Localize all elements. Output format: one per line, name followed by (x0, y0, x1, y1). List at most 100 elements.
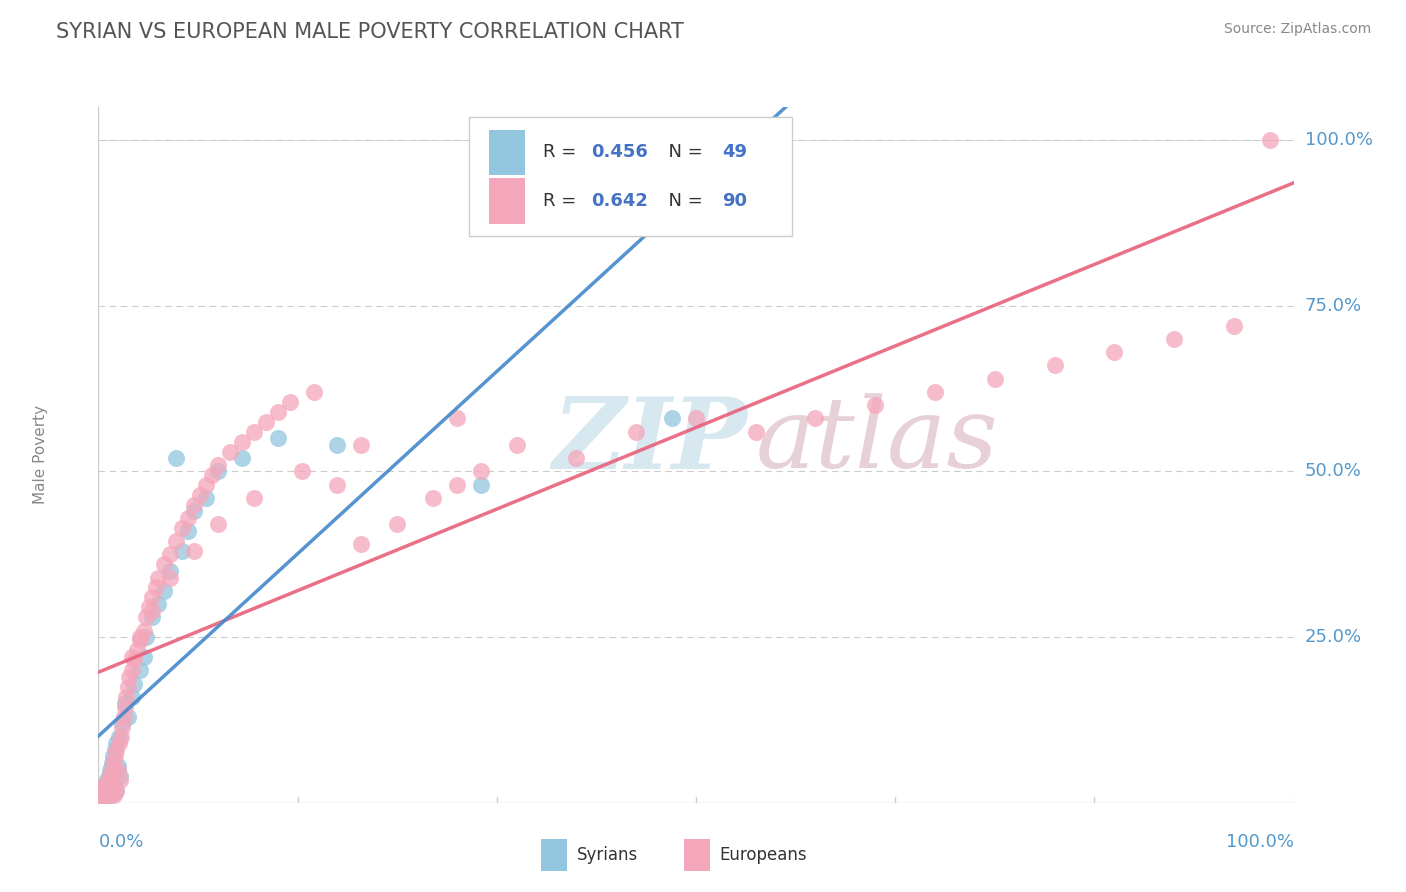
Point (100, 756, 122, 770)
Point (103, 786, 125, 800)
Point (804, 411, 827, 425)
Point (121, 663, 143, 677)
Point (132, 650, 155, 665)
Point (207, 458, 229, 472)
Point (97, 781, 120, 796)
Point (983, 372, 1005, 386)
Point (117, 709, 139, 723)
Point (624, 425, 647, 439)
Point (153, 583, 176, 598)
Point (93, 779, 115, 793)
Point (98, 788, 121, 802)
Point (105, 743, 128, 757)
Text: 75.0%: 75.0% (1305, 297, 1362, 315)
Point (103, 788, 125, 802)
Point (188, 488, 211, 502)
Text: ZIP: ZIP (553, 392, 748, 489)
Point (93, 786, 115, 800)
Point (148, 597, 170, 611)
Point (100, 786, 122, 800)
Point (98, 769, 122, 783)
Point (100, 763, 122, 777)
Point (93, 784, 115, 798)
Point (470, 477, 492, 491)
Text: 0.0%: 0.0% (98, 833, 143, 851)
FancyBboxPatch shape (489, 178, 524, 224)
Point (91, 782, 114, 797)
Point (98, 789, 121, 804)
Point (219, 444, 242, 458)
FancyBboxPatch shape (540, 839, 567, 871)
Point (183, 504, 205, 518)
Point (94, 776, 117, 790)
Point (96, 772, 118, 787)
Point (93, 779, 115, 793)
Text: R =: R = (543, 192, 582, 211)
Text: N =: N = (657, 192, 709, 211)
Point (194, 491, 217, 505)
Point (446, 477, 468, 491)
Point (326, 477, 349, 491)
Point (124, 653, 146, 667)
Text: 49: 49 (723, 143, 747, 161)
Point (118, 670, 141, 684)
Point (177, 511, 200, 525)
Point (98, 763, 122, 777)
Point (278, 395, 301, 409)
Point (165, 534, 187, 549)
Point (153, 558, 176, 572)
Text: 50.0%: 50.0% (1305, 462, 1361, 481)
Point (101, 749, 124, 764)
Point (201, 467, 224, 482)
Point (243, 425, 266, 439)
Text: 90: 90 (723, 192, 747, 211)
Point (1102, 345, 1125, 359)
Text: R =: R = (543, 143, 582, 161)
Point (107, 763, 129, 777)
Point (104, 749, 127, 764)
Point (924, 384, 946, 399)
Text: 100.0%: 100.0% (1305, 131, 1372, 149)
Point (1258, 133, 1281, 147)
Point (141, 610, 163, 624)
Point (148, 570, 170, 584)
Point (107, 730, 129, 744)
Point (101, 779, 124, 793)
Point (111, 720, 134, 734)
FancyBboxPatch shape (470, 118, 792, 235)
Point (159, 564, 181, 578)
Point (111, 716, 134, 731)
Point (745, 425, 768, 439)
Point (326, 438, 349, 452)
Text: SYRIAN VS EUROPEAN MALE POVERTY CORRELATION CHART: SYRIAN VS EUROPEAN MALE POVERTY CORRELAT… (56, 22, 685, 42)
Point (290, 465, 312, 479)
Point (115, 690, 138, 704)
Point (135, 610, 157, 624)
Text: 25.0%: 25.0% (1305, 628, 1362, 646)
Point (117, 680, 139, 694)
Point (124, 676, 146, 690)
Point (302, 384, 325, 399)
Point (98, 782, 122, 797)
Text: Male Poverty: Male Poverty (32, 405, 48, 505)
Point (172, 521, 194, 535)
Point (96, 786, 118, 800)
Point (108, 772, 131, 787)
Point (98, 779, 122, 793)
Point (89, 789, 111, 804)
Point (90, 786, 112, 800)
Point (183, 498, 205, 512)
Point (145, 581, 167, 595)
Point (114, 697, 136, 711)
Point (685, 411, 707, 425)
Point (98, 769, 121, 783)
Point (141, 604, 163, 618)
Text: 0.456: 0.456 (591, 143, 648, 161)
Text: Source: ZipAtlas.com: Source: ZipAtlas.com (1223, 22, 1371, 37)
Point (470, 465, 492, 479)
Point (172, 544, 194, 558)
Point (385, 517, 409, 532)
Point (183, 544, 205, 558)
Point (165, 451, 187, 466)
Point (141, 591, 163, 605)
